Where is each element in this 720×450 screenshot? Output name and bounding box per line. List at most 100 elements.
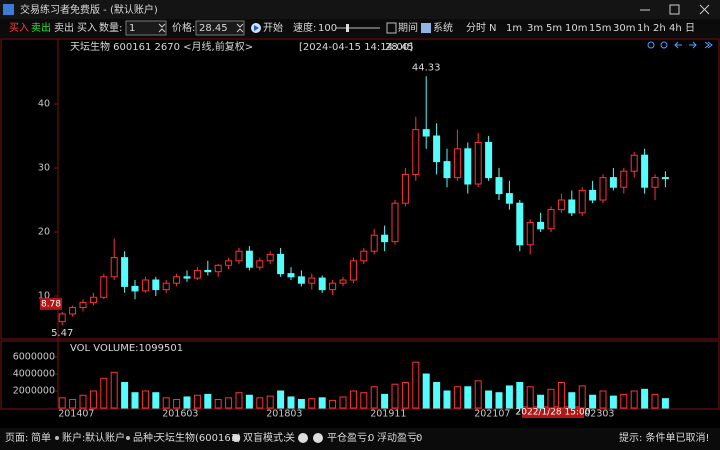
candle-body — [58, 313, 66, 323]
float-pl-label: 浮动盈亏: — [377, 432, 420, 444]
cursor-label: 2022/1/28 15:00 — [516, 408, 591, 418]
volume-bar — [152, 392, 160, 409]
title-bar — [0, 0, 720, 19]
candle-body — [495, 177, 503, 195]
volume-bar — [79, 394, 87, 409]
timeframe-button[interactable]: 5m — [546, 23, 562, 34]
account-value[interactable]: 默认账户 — [85, 431, 125, 444]
candle-body — [193, 269, 201, 279]
candle-body — [505, 193, 513, 204]
blind-value[interactable]: 关 — [285, 431, 295, 444]
system-button[interactable]: 系统 — [433, 21, 453, 34]
volume-bar — [121, 382, 129, 409]
start-button[interactable]: 开始 — [263, 21, 283, 34]
timeframe-button[interactable]: 分时 — [466, 22, 486, 34]
right-icon[interactable] — [689, 41, 697, 49]
price-input[interactable] — [195, 20, 245, 36]
timeframe-button[interactable]: 10m — [565, 23, 587, 34]
candle-body — [339, 279, 347, 284]
end-icon[interactable] — [704, 41, 713, 49]
volume-bar — [381, 393, 389, 409]
timeframe-button[interactable]: 2h — [653, 23, 666, 34]
qty-input[interactable] — [125, 20, 167, 36]
timeframe-button[interactable]: N — [489, 23, 496, 34]
buy-button[interactable]: 买入 — [77, 22, 97, 34]
timeframe-button[interactable]: 15m — [589, 23, 611, 34]
candle-body — [297, 276, 305, 284]
volume-bar — [131, 392, 139, 409]
timeframe-button[interactable]: 1m — [506, 23, 522, 34]
candle-body — [121, 257, 129, 287]
volume-bar — [360, 392, 368, 409]
price-spinner[interactable] — [236, 23, 244, 33]
add-icon[interactable] — [313, 433, 323, 443]
candle-body — [568, 199, 576, 214]
y-tick-label: 4000000 — [13, 369, 55, 380]
candle-body — [183, 276, 191, 279]
candle-body — [537, 221, 545, 230]
max-label: 44.33 — [412, 62, 441, 73]
timeframe-button[interactable]: 1h — [637, 23, 650, 34]
timeframe-button[interactable]: 日 — [685, 23, 695, 34]
timeframe-button[interactable]: 4h — [669, 23, 682, 34]
account-label: 账户: — [62, 431, 85, 444]
volume-bar — [630, 390, 638, 409]
volume-bar — [308, 398, 316, 409]
volume-bar — [183, 396, 191, 409]
candle-body — [131, 285, 139, 292]
y-tick-label: 2000000 — [13, 386, 55, 397]
candle-body — [557, 199, 565, 211]
buy-red-button[interactable]: 买入 — [9, 22, 29, 34]
candle-body — [235, 250, 243, 262]
float-pl-value: 0 — [416, 433, 422, 444]
candle-body — [651, 177, 659, 188]
price-marker-label: 8.78 — [41, 299, 61, 309]
candle-body — [443, 161, 451, 179]
volume-bar — [225, 397, 233, 409]
system-icon — [421, 23, 431, 33]
candle-body — [589, 189, 597, 201]
zoom-in-icon[interactable] — [647, 41, 655, 49]
volume-bar — [453, 386, 461, 409]
volume-bar — [214, 399, 222, 409]
volume-bar — [370, 386, 378, 409]
timeframe-button[interactable]: 30m — [613, 23, 635, 34]
candle-body — [516, 202, 524, 246]
left-icon[interactable] — [674, 41, 682, 49]
volume-bar — [620, 393, 628, 409]
volume-bar — [349, 390, 357, 409]
zoom-out-icon[interactable] — [660, 41, 668, 49]
volume-bar — [599, 390, 607, 409]
volume-bar — [235, 392, 243, 409]
symbol-value[interactable]: 天坛生物(600161) — [155, 431, 241, 444]
x-tick-label: 201407 — [58, 409, 94, 420]
candle-body — [110, 257, 118, 278]
candle-body — [401, 173, 409, 204]
sell-button[interactable]: 卖出 — [54, 21, 74, 34]
candle-body — [578, 189, 586, 214]
candle-body — [464, 148, 472, 185]
candle-body — [620, 170, 628, 188]
page-value[interactable]: 简单 — [31, 431, 51, 444]
volume-bar — [526, 386, 534, 409]
blind-icon — [232, 434, 240, 442]
add-icon[interactable] — [298, 433, 308, 443]
x-tick-label: 201911 — [370, 409, 406, 420]
volume-bar — [557, 382, 565, 409]
min-label: 5.47 — [51, 328, 73, 339]
volume-bar — [277, 390, 285, 409]
volume-bar — [141, 390, 149, 409]
period-button[interactable]: 期间 — [398, 21, 418, 34]
sell-green-button[interactable]: 卖出 — [31, 21, 51, 34]
volume-bar — [485, 390, 493, 409]
volume-bar — [609, 395, 617, 409]
candle-body — [370, 234, 378, 252]
speed-thumb[interactable] — [346, 24, 349, 32]
qty-spinner[interactable] — [158, 23, 166, 33]
close-button[interactable] — [699, 4, 710, 15]
timeframe-group: 分时 N 1m 3m 5m 10m 15m 30m 1h 2h 4h 日 — [466, 22, 695, 34]
closed-pl-label: 平仓盈亏: — [327, 431, 370, 444]
maximize-button[interactable] — [669, 4, 680, 15]
timeframe-button[interactable]: 3m — [527, 23, 543, 34]
